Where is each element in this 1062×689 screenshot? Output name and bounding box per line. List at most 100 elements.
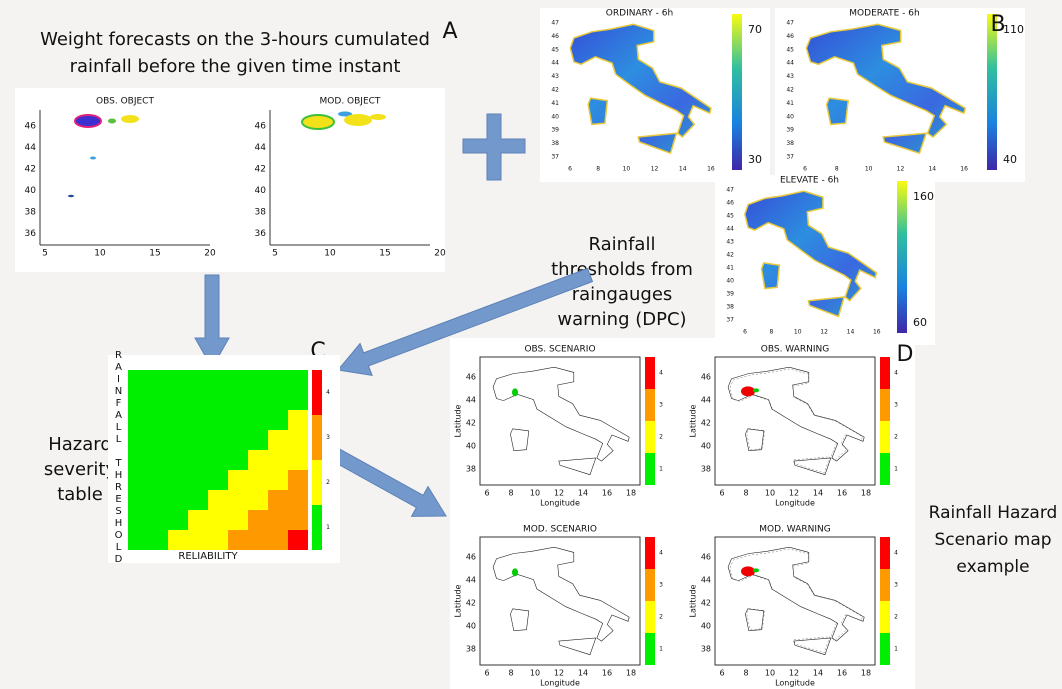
y-tick-label: 42 (726, 252, 734, 259)
x-tick-label: 16 (707, 166, 715, 173)
panel-label: B (990, 12, 1005, 37)
table-cell (288, 430, 308, 450)
x-tick-label: 8 (596, 166, 600, 173)
y-tick-label: 38 (25, 208, 37, 218)
y-tick-label: 46 (25, 122, 37, 132)
table-cell (228, 530, 248, 550)
plot-title: OBS. WARNING (761, 345, 829, 355)
y-tick-label: 38 (466, 645, 476, 654)
colorbar-segment (880, 633, 890, 665)
axis-label: RELIABILITY (178, 551, 238, 562)
plot-title: MOD. WARNING (759, 525, 830, 535)
y-tick-label: 38 (255, 208, 267, 218)
y-tick-label: 40 (466, 442, 476, 451)
caption: example (956, 557, 1029, 577)
plot-title: OBS. OBJECT (96, 97, 154, 107)
x-tick-label: 12 (789, 489, 799, 498)
x-tick-label: 14 (578, 489, 588, 498)
colorbar-label: 1 (659, 646, 663, 653)
table-cell (228, 450, 248, 470)
y-tick-label: 41 (786, 100, 794, 107)
y-tick-label: 43 (551, 73, 559, 80)
table-cell (268, 450, 288, 470)
x-tick-label: 10 (623, 166, 631, 173)
table-cell (148, 430, 168, 450)
x-tick-label: 16 (960, 166, 968, 173)
table-cell (148, 510, 168, 530)
x-tick-label: 10 (794, 329, 802, 336)
x-tick-label: 16 (602, 489, 612, 498)
table-cell (148, 490, 168, 510)
object-blob (344, 114, 372, 126)
scenario-area (512, 568, 518, 576)
y-tick-label: 37 (786, 154, 794, 161)
table-cell (148, 470, 168, 490)
y-tick-label: 41 (551, 100, 559, 107)
colorbar-label: 40 (1003, 153, 1017, 166)
table-cell (228, 390, 248, 410)
plot-title: OBS. SCENARIO (524, 345, 595, 355)
table-cell (148, 410, 168, 430)
table-cell (168, 430, 188, 450)
y-tick-label: 39 (726, 291, 734, 298)
object-blob (370, 114, 386, 120)
colorbar-label: 2 (659, 614, 663, 621)
table-cell (208, 370, 228, 390)
table-cell (228, 370, 248, 390)
y-tick-label: 42 (786, 87, 794, 94)
caption: Scenario map (934, 530, 1051, 550)
y-tick-label: 46 (466, 553, 476, 562)
y-tick-label: 39 (786, 127, 794, 134)
colorbar-label: 2 (894, 434, 898, 441)
table-cell (188, 490, 208, 510)
y-tick-label: 38 (551, 140, 559, 147)
x-tick-label: 10 (765, 489, 775, 498)
colorbar-segment (645, 421, 655, 453)
colorbar-label: 3 (894, 582, 898, 589)
x-tick-label: 8 (508, 669, 513, 678)
x-tick-label: 12 (820, 329, 828, 336)
x-tick-label: 20 (204, 249, 216, 259)
axis-label: Longitude (540, 679, 580, 688)
x-tick-label: 8 (508, 489, 513, 498)
table-cell (128, 430, 148, 450)
table-cell (128, 370, 148, 390)
x-tick-label: 14 (847, 329, 855, 336)
colorbar-segment (312, 415, 322, 460)
plot-title: MOD. SCENARIO (523, 525, 597, 535)
table-cell (248, 530, 268, 550)
table-cell (288, 470, 308, 490)
y-tick-label: 42 (701, 419, 711, 428)
table-cell (268, 510, 288, 530)
y-tick-label: 47 (726, 187, 734, 194)
table-cell (188, 530, 208, 550)
y-tick-label: 44 (25, 143, 37, 153)
axis-label: Longitude (775, 499, 815, 508)
y-tick-label: 45 (786, 46, 794, 53)
warning-area (753, 568, 759, 572)
y-tick-label: 37 (551, 154, 559, 161)
table-cell (148, 450, 168, 470)
colorbar-label: 70 (748, 23, 762, 36)
table-cell (248, 410, 268, 430)
warning-area (741, 566, 755, 576)
x-tick-label: 8 (743, 669, 748, 678)
y-tick-label: 40 (255, 186, 267, 196)
y-tick-label: 40 (701, 442, 711, 451)
caption: severity (44, 459, 117, 480)
axis-label: Latitude (454, 584, 463, 617)
colorbar (987, 14, 997, 170)
caption: raingauges (572, 284, 673, 305)
x-tick-label: 14 (928, 166, 936, 173)
caption: Hazard (48, 434, 112, 455)
colorbar-segment (312, 370, 322, 415)
y-tick-label: 38 (786, 140, 794, 147)
table-cell (208, 510, 228, 530)
table-cell (228, 510, 248, 530)
colorbar-segment (312, 505, 322, 550)
table-cell (208, 530, 228, 550)
table-cell (188, 510, 208, 530)
table-cell (228, 430, 248, 450)
object-blob (90, 157, 96, 160)
y-tick-label: 45 (551, 46, 559, 53)
